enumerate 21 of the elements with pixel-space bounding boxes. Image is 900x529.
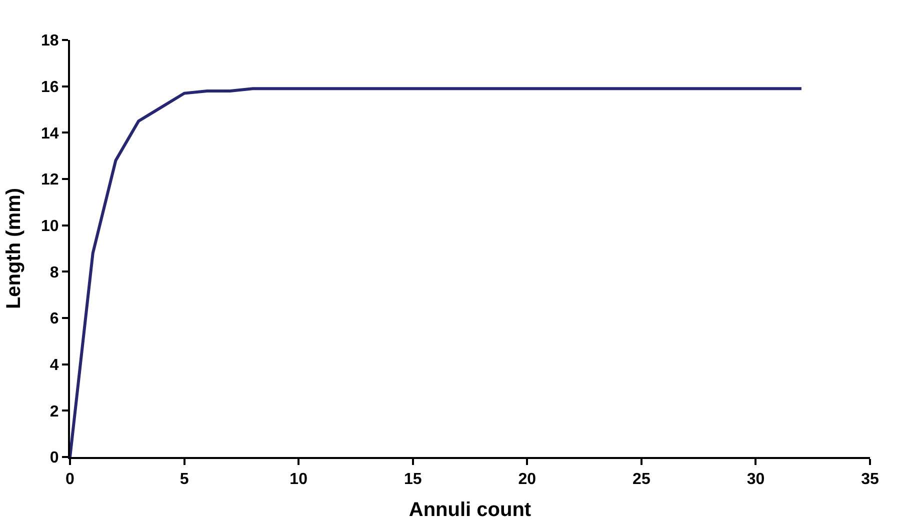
x-tick-label: 35: [861, 471, 879, 488]
y-tick-label: 12: [41, 172, 59, 189]
y-tick-label: 4: [50, 356, 59, 374]
y-tick-label: 2: [50, 403, 59, 420]
x-tick-label: 20: [518, 471, 536, 488]
x-tick-label: 30: [746, 471, 765, 488]
x-tick-label: 15: [404, 471, 422, 488]
y-tick-label: 18: [41, 32, 59, 50]
y-axis-title: Length (mm): [3, 188, 26, 310]
line-series: [70, 87, 803, 457]
x-tick-label: 5: [180, 471, 189, 488]
y-tick-label: 14: [41, 125, 59, 142]
x-axis-title: Annuli count: [408, 499, 532, 522]
x-tick-label: 25: [632, 471, 650, 488]
x-tick-label: 0: [66, 471, 75, 488]
y-tick-label: 0: [50, 450, 59, 467]
y-tick-label: 8: [50, 264, 59, 282]
y-tick-label: 10: [41, 218, 59, 235]
y-tick-label: 16: [41, 78, 59, 96]
x-tick-label: 10: [290, 471, 308, 488]
y-tick-label: 6: [50, 310, 59, 328]
